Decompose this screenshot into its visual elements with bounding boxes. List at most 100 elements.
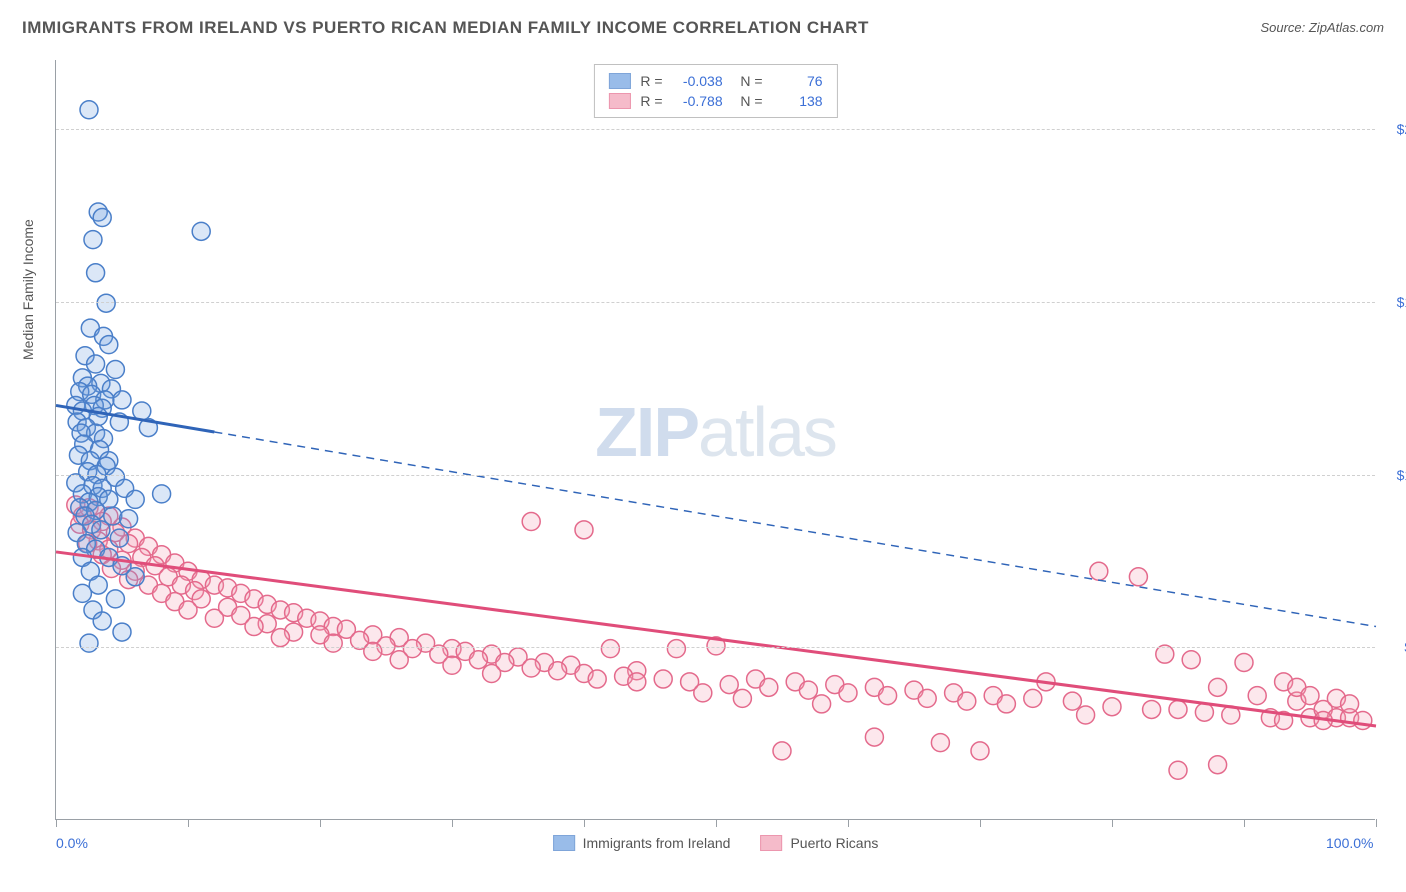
x-tick-label: 100.0% <box>1326 835 1373 851</box>
y-tick-label: $250,000 <box>1397 121 1406 137</box>
gridline <box>56 302 1375 303</box>
x-tick <box>584 819 585 827</box>
data-point <box>1090 562 1108 580</box>
data-point <box>1354 712 1372 730</box>
data-point <box>84 231 102 249</box>
data-point <box>245 618 263 636</box>
data-point <box>1103 698 1121 716</box>
legend-item-1: Immigrants from Ireland <box>553 835 731 851</box>
data-point <box>997 695 1015 713</box>
data-point <box>1248 687 1266 705</box>
data-point <box>1077 706 1095 724</box>
data-point <box>93 612 111 630</box>
data-point <box>390 651 408 669</box>
chart-title: IMMIGRANTS FROM IRELAND VS PUERTO RICAN … <box>22 18 869 38</box>
x-tick <box>848 819 849 827</box>
data-point <box>126 568 144 586</box>
data-point <box>879 687 897 705</box>
data-point <box>522 513 540 531</box>
x-tick <box>452 819 453 827</box>
gridline <box>56 475 1375 476</box>
y-axis-title: Median Family Income <box>20 219 36 360</box>
series-legend: Immigrants from Ireland Puerto Ricans <box>553 835 879 851</box>
data-point <box>760 678 778 696</box>
x-tick <box>1112 819 1113 827</box>
data-point <box>575 521 593 539</box>
data-point <box>205 609 223 627</box>
data-point <box>93 209 111 227</box>
swatch-bottom-2 <box>760 835 782 851</box>
data-point <box>126 490 144 508</box>
data-point <box>1209 678 1227 696</box>
gridline <box>56 647 1375 648</box>
data-point <box>271 629 289 647</box>
source-attribution: Source: ZipAtlas.com <box>1260 20 1384 35</box>
data-point <box>110 529 128 547</box>
data-point <box>364 642 382 660</box>
data-point <box>443 656 461 674</box>
x-tick <box>980 819 981 827</box>
data-point <box>483 665 501 683</box>
data-point <box>601 640 619 658</box>
data-point <box>588 670 606 688</box>
data-point <box>865 728 883 746</box>
data-point <box>120 510 138 528</box>
data-point <box>839 684 857 702</box>
data-point <box>324 634 342 652</box>
data-point <box>1235 653 1253 671</box>
data-point <box>179 601 197 619</box>
data-point <box>931 734 949 752</box>
data-point <box>1209 756 1227 774</box>
legend-item-2: Puerto Ricans <box>760 835 878 851</box>
data-point <box>628 673 646 691</box>
data-point <box>97 294 115 312</box>
data-point <box>113 623 131 641</box>
legend-label-2: Puerto Ricans <box>790 835 878 851</box>
data-point <box>1169 700 1187 718</box>
swatch-bottom-1 <box>553 835 575 851</box>
data-point <box>654 670 672 688</box>
data-point <box>1063 692 1081 710</box>
data-point <box>522 659 540 677</box>
scatter-svg <box>56 60 1375 819</box>
trend-line-solid <box>56 552 1376 726</box>
data-point <box>667 640 685 658</box>
gridline <box>56 129 1375 130</box>
legend-label-1: Immigrants from Ireland <box>583 835 731 851</box>
data-point <box>733 689 751 707</box>
x-tick <box>320 819 321 827</box>
data-point <box>153 485 171 503</box>
data-point <box>971 742 989 760</box>
x-tick <box>1244 819 1245 827</box>
data-point <box>958 692 976 710</box>
data-point <box>1143 700 1161 718</box>
data-point <box>1129 568 1147 586</box>
data-point <box>106 590 124 608</box>
data-point <box>113 391 131 409</box>
data-point <box>1169 761 1187 779</box>
data-point <box>92 521 110 539</box>
data-point <box>549 662 567 680</box>
data-point <box>1301 687 1319 705</box>
data-point <box>100 336 118 354</box>
data-point <box>694 684 712 702</box>
data-point <box>918 689 936 707</box>
data-point <box>469 651 487 669</box>
data-point <box>1182 651 1200 669</box>
data-point <box>1024 689 1042 707</box>
trend-line-dashed <box>214 432 1376 627</box>
data-point <box>773 742 791 760</box>
y-tick-label: $125,000 <box>1397 467 1406 483</box>
x-tick-label: 0.0% <box>56 835 88 851</box>
data-point <box>73 584 91 602</box>
data-point <box>192 222 210 240</box>
data-point <box>80 101 98 119</box>
x-tick <box>56 819 57 827</box>
data-point <box>1195 703 1213 721</box>
x-tick <box>716 819 717 827</box>
y-tick-label: $187,500 <box>1397 294 1406 310</box>
data-point <box>80 634 98 652</box>
data-point <box>720 676 738 694</box>
data-point <box>87 355 105 373</box>
data-point <box>1341 695 1359 713</box>
